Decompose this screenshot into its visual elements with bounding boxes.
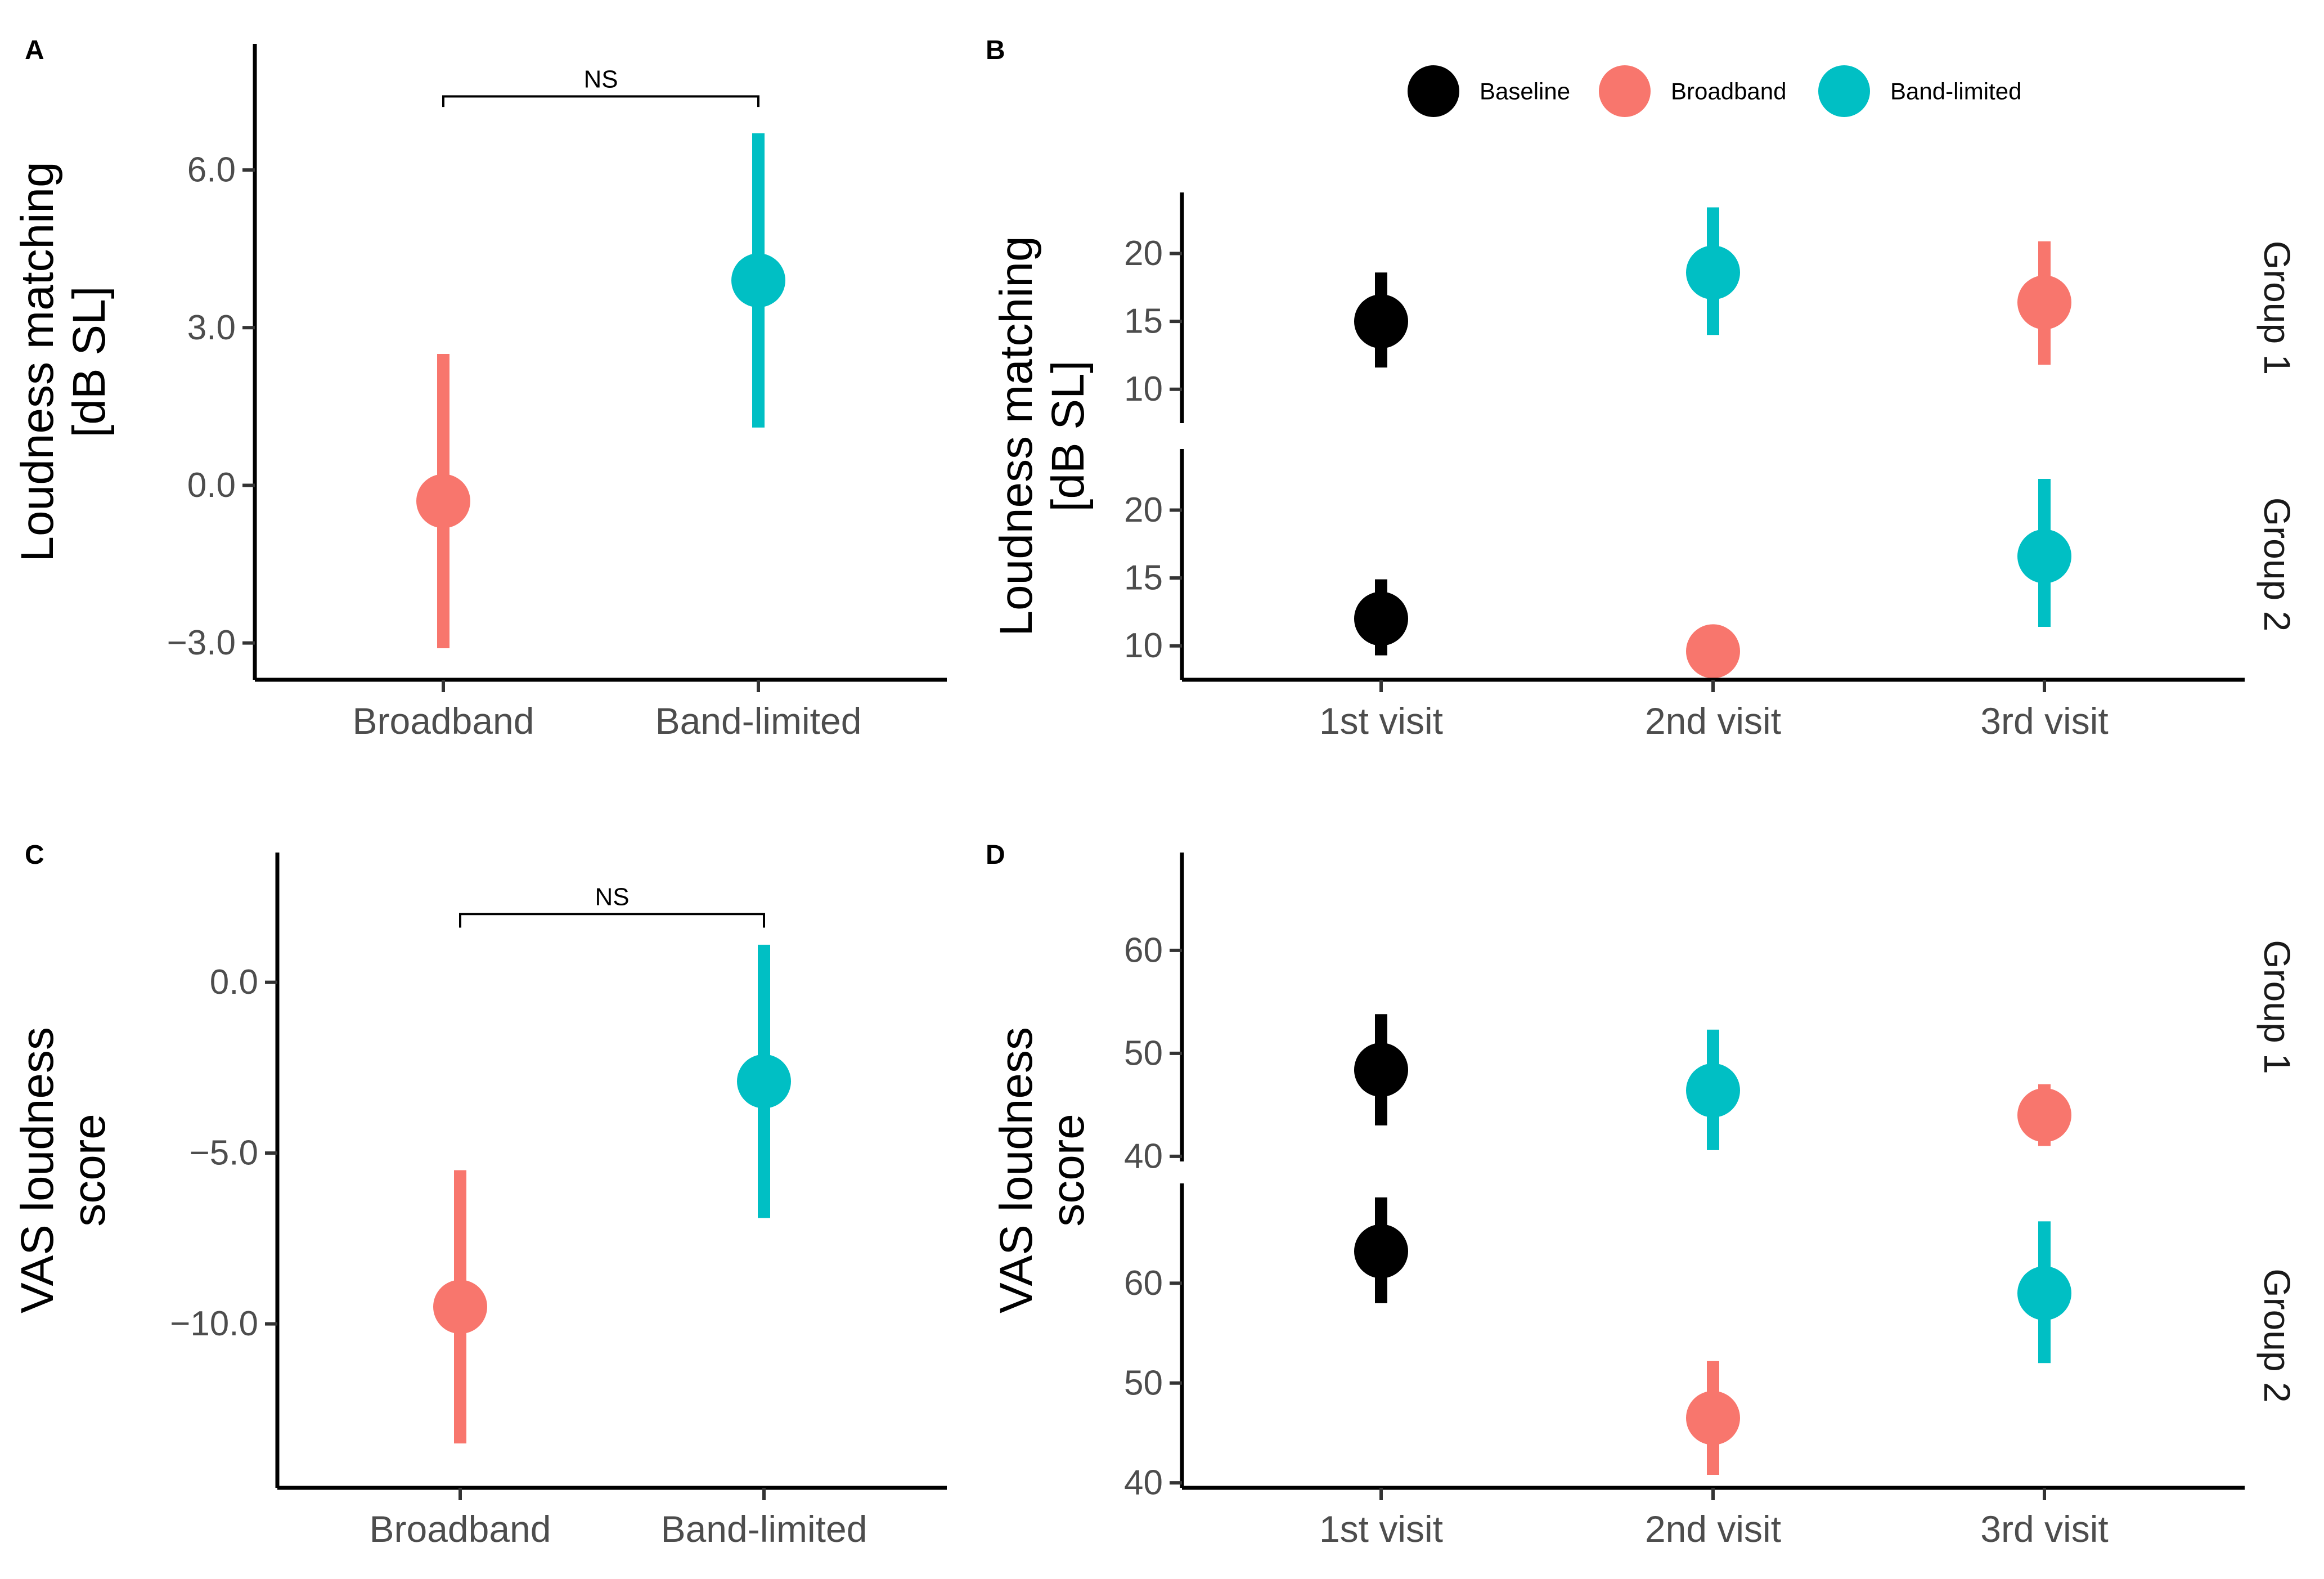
panel-c-x-tick-label: Broadband — [370, 1508, 551, 1550]
panel-c-significance-label: NS — [595, 883, 629, 910]
panel-c-y-tick-label: 0.0 — [210, 963, 258, 1002]
panel-b: B 10 15 20 Group 1 10 15 20 Group 2 1st visit 2nd … — [986, 35, 2298, 742]
panel-b-facet-group-2-y-tick-label: 15 — [1124, 559, 1163, 598]
panel-d-facet-group-1-point-3rd-visit — [2017, 1088, 2071, 1142]
panel-a: A −3.0 0.0 3.0 6.0 Broadband Band-limited Loudn… — [12, 35, 947, 742]
panel-d-facet-group-1-point-1st-visit — [1354, 1043, 1408, 1097]
panel-d-facet-group-2-point-3rd-visit — [2017, 1266, 2071, 1321]
panel-d: D 40 50 60 Group 1 40 50 60 Group 2 1st visit 2nd … — [986, 840, 2298, 1550]
panel-b-y-axis-title-line: Loudness matching — [991, 236, 1042, 636]
panel-a-y-axis-title-line: [dB SL] — [64, 286, 115, 438]
panel-d-x-tick-label: 1st visit — [1319, 1508, 1443, 1550]
legend-label-baseline: Baseline — [1480, 78, 1570, 105]
panel-a-x-tick-label: Band-limited — [655, 700, 862, 742]
panel-b-facet-group-2-y-tick-label: 10 — [1124, 626, 1163, 665]
panel-b-facet-group-1-y-tick-label: 10 — [1124, 370, 1163, 409]
panel-d-facet-group-2-point-1st-visit — [1354, 1224, 1408, 1279]
panel-d-facet-group-1-strip-label: Group 1 — [2256, 940, 2298, 1074]
panel-b-x-tick-label: 2nd visit — [1645, 700, 1781, 742]
panel-d-facet-group-2-point-2nd-visit — [1686, 1390, 1740, 1445]
panel-d-x-tick-label: 3rd visit — [1980, 1508, 2108, 1550]
panel-d-y-axis-title-line: score — [1042, 1114, 1094, 1227]
panel-b-facet-group-1: 10 15 20 Group 1 — [1124, 192, 2298, 423]
panel-d-facet-group-1-y-tick-label: 40 — [1124, 1137, 1163, 1176]
panel-d-facet-group-2-y-tick-label: 50 — [1124, 1363, 1163, 1402]
panel-c-y-axis-title-line: VAS loudness — [12, 1027, 63, 1313]
panel-d-facet-group-1-y-tick-label: 60 — [1124, 931, 1163, 970]
panel-a-y-axis-title-line: Loudness matching — [12, 162, 63, 562]
panel-a-y-tick-label: 6.0 — [187, 151, 236, 190]
panel-a-y-tick-label: 3.0 — [187, 308, 236, 347]
panel-a-y-axis-title: Loudness matching[dB SL] — [12, 162, 115, 562]
panel-d-facet-group-2-strip-label: Group 2 — [2256, 1268, 2298, 1402]
panel-b-facet-group-2-strip-label: Group 2 — [2256, 497, 2298, 631]
panel-b-facet-group-1-point-1st-visit — [1354, 294, 1408, 349]
panel-b-facet-group-1-strip-label: Group 1 — [2256, 241, 2298, 375]
panel-b-y-axis-title: Loudness matching[dB SL] — [991, 236, 1094, 636]
panel-b-facet-group-2-point-1st-visit — [1354, 591, 1408, 646]
panel-c-significance-bracket — [459, 913, 765, 928]
panel-d-y-axis-title-line: VAS loudness — [991, 1027, 1042, 1313]
legend-marker-baseline — [1408, 65, 1459, 117]
panel-c-point-band-limited — [737, 1054, 791, 1109]
panel-b-facet-group-1-y-tick-label: 15 — [1124, 302, 1163, 341]
panel-label-d: D — [986, 840, 1005, 870]
legend: Baseline Broadband Band-limited — [1408, 65, 2021, 117]
panel-a-significance-label: NS — [583, 65, 618, 93]
panel-label-c: C — [25, 840, 44, 870]
panel-d-y-axis-title: VAS loudnessscore — [991, 1027, 1094, 1313]
panel-c-x-tick-label: Band-limited — [661, 1508, 867, 1550]
panel-c: C −10.0 −5.0 0.0 Broadband Band-limited VAS lo… — [12, 840, 947, 1550]
panel-b-y-axis-title-line: [dB SL] — [1042, 361, 1094, 512]
panel-b-facet-group-1-point-3rd-visit — [2017, 275, 2071, 330]
panel-d-facet-group-2-y-tick-label: 40 — [1124, 1464, 1163, 1502]
legend-label-broadband: Broadband — [1671, 78, 1787, 105]
panel-d-facet-group-1-y-tick-label: 50 — [1124, 1034, 1163, 1073]
panel-b-facet-group-2: 10 15 20 Group 2 — [1124, 449, 2298, 680]
panel-d-facet-group-1-point-2nd-visit — [1686, 1063, 1740, 1118]
panel-b-facet-group-1-y-tick-label: 20 — [1124, 234, 1163, 273]
panel-a-point-band-limited — [731, 253, 785, 308]
panel-c-y-axis-title: VAS loudnessscore — [12, 1027, 115, 1313]
panel-c-point-broadband — [433, 1280, 487, 1334]
panel-a-point-broadband — [416, 474, 470, 528]
panel-b-x-tick-label: 1st visit — [1319, 700, 1443, 742]
panel-c-y-axis-title-line: score — [64, 1114, 115, 1227]
panel-d-facet-group-2: 40 50 60 Group 2 — [1124, 1183, 2298, 1502]
legend-marker-band-limited — [1818, 65, 1870, 117]
panel-d-facet-group-1: 40 50 60 Group 1 — [1124, 853, 2298, 1176]
panel-b-facet-group-2-y-tick-label: 20 — [1124, 491, 1163, 530]
panel-a-y-tick-label: −3.0 — [167, 623, 236, 662]
panel-c-y-tick-label: −5.0 — [190, 1134, 258, 1173]
legend-marker-broadband — [1599, 65, 1651, 117]
panel-d-facet-group-2-y-tick-label: 60 — [1124, 1264, 1163, 1303]
legend-label-band-limited: Band-limited — [1890, 78, 2021, 105]
panel-a-significance-bracket — [442, 95, 759, 107]
panel-b-facet-group-2-point-3rd-visit — [2017, 529, 2071, 584]
panel-b-facet-group-2-point-2nd-visit — [1686, 624, 1740, 679]
panel-b-facet-group-1-point-2nd-visit — [1686, 245, 1740, 300]
panel-label-b: B — [986, 35, 1005, 65]
panel-c-y-tick-label: −10.0 — [170, 1304, 258, 1343]
panel-d-x-tick-label: 2nd visit — [1645, 1508, 1781, 1550]
panel-a-y-tick-label: 0.0 — [187, 466, 236, 505]
panel-a-x-tick-label: Broadband — [353, 700, 534, 742]
panel-b-x-tick-label: 3rd visit — [1980, 700, 2108, 742]
panel-label-a: A — [25, 35, 44, 65]
